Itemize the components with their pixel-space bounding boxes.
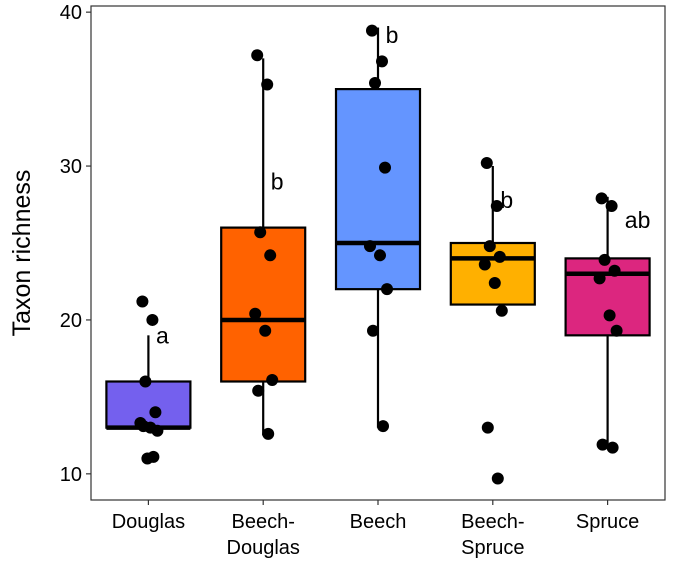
data-point <box>608 264 621 277</box>
data-point <box>149 406 162 419</box>
y-tick-label: 10 <box>60 464 82 486</box>
box-spruce <box>564 196 651 444</box>
data-point <box>605 200 618 213</box>
box-body <box>105 380 192 429</box>
x-tick-label: Beech- <box>232 511 295 533</box>
data-point <box>146 313 159 326</box>
significance-letter: b <box>386 22 399 48</box>
data-point <box>249 307 262 320</box>
y-axis-title: Taxon richness <box>8 170 36 337</box>
data-point <box>490 200 503 213</box>
data-point <box>136 295 149 308</box>
data-point <box>366 24 378 37</box>
box-body <box>449 241 536 306</box>
data-point <box>377 420 389 433</box>
significance-letter: b <box>500 187 513 213</box>
data-point <box>483 240 496 253</box>
data-point <box>259 324 272 337</box>
data-points <box>134 24 623 485</box>
data-point <box>610 324 623 337</box>
x-tick-label: Beech- <box>461 511 524 533</box>
y-tick-label: 30 <box>60 156 82 178</box>
boxes <box>105 27 651 444</box>
significance-letter: b <box>271 168 284 194</box>
box-body <box>564 257 651 337</box>
data-point <box>598 253 611 266</box>
data-point <box>139 375 152 388</box>
data-point <box>141 452 154 465</box>
data-point <box>367 324 379 337</box>
box-body <box>220 226 307 383</box>
data-point <box>364 240 376 253</box>
data-point <box>251 49 264 62</box>
data-point <box>374 249 386 262</box>
x-tick-label: Spruce <box>461 537 524 559</box>
data-point <box>151 424 164 437</box>
data-point <box>379 161 391 174</box>
data-point <box>264 249 277 262</box>
data-point <box>262 427 275 440</box>
data-point <box>266 373 279 386</box>
box-beech-douglas <box>220 58 307 436</box>
data-point <box>491 472 504 485</box>
data-point <box>261 78 274 91</box>
data-point <box>593 272 606 285</box>
data-point <box>369 76 381 89</box>
x-tick-label: Spruce <box>576 511 639 533</box>
data-point <box>481 421 494 434</box>
significance-letter: ab <box>625 207 651 233</box>
data-point <box>595 192 608 205</box>
x-tick-label: Douglas <box>112 511 185 533</box>
data-point <box>596 438 609 451</box>
y-tick-label: 20 <box>60 310 82 332</box>
data-point <box>252 384 265 397</box>
data-point <box>480 156 493 169</box>
x-axis: Douglas Beech- Douglas Beech Beech- Spruce Spr… <box>112 500 639 559</box>
data-point <box>493 250 506 263</box>
y-axis: 10 20 30 40 <box>60 2 91 486</box>
data-point <box>376 55 388 68</box>
data-point <box>606 441 619 454</box>
data-point <box>603 309 616 322</box>
y-tick-label: 40 <box>60 2 82 24</box>
data-point <box>254 226 267 239</box>
data-point <box>478 258 491 271</box>
data-point <box>137 420 150 433</box>
box-beech-spruce <box>449 166 536 306</box>
data-point <box>488 277 501 290</box>
x-tick-label: Beech <box>350 511 407 533</box>
data-point <box>381 283 393 296</box>
significance-letter: a <box>156 322 169 348</box>
data-point <box>495 304 508 317</box>
x-tick-label: Douglas <box>227 537 300 559</box>
